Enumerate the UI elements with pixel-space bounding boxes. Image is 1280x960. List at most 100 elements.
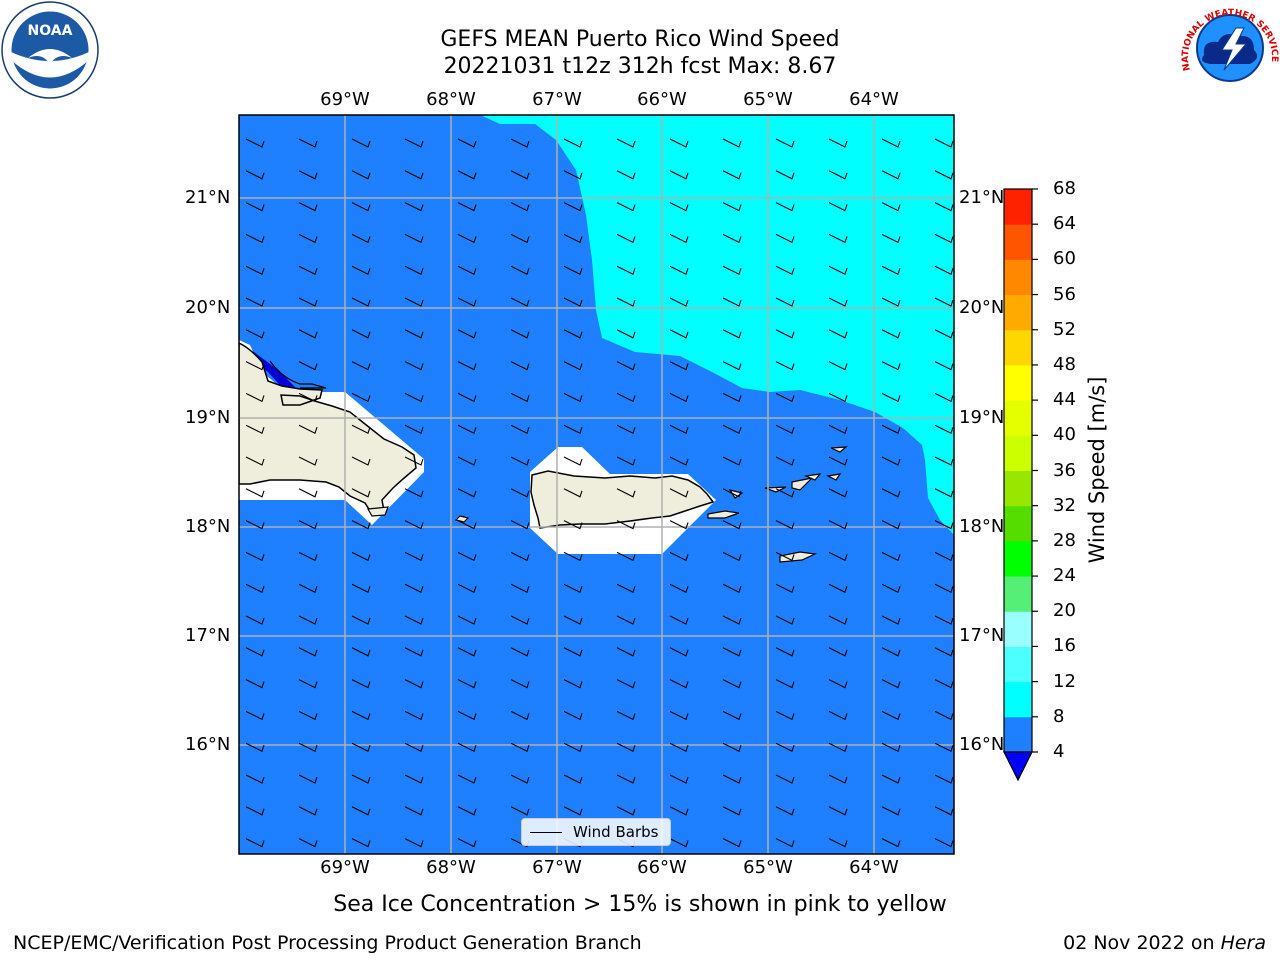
- colorbar: [1003, 188, 1038, 782]
- wind-barb: [298, 297, 318, 307]
- wind-barb: [510, 742, 530, 752]
- wind-barb: [298, 265, 318, 275]
- wind-barb: [245, 361, 265, 371]
- wind-barb: [775, 551, 795, 562]
- wind-barb: [404, 615, 424, 625]
- wind-barb: [404, 742, 424, 752]
- wind-barb: [298, 329, 318, 339]
- wind-barb: [722, 742, 742, 752]
- lon-label-bottom: 69°W: [320, 857, 370, 878]
- wind-barb: [669, 583, 689, 593]
- wind-barb: [616, 138, 636, 148]
- wind-barb: [457, 424, 477, 434]
- wind-barb: [404, 838, 424, 848]
- wind-barb: [351, 583, 371, 593]
- wind-barb: [881, 170, 901, 180]
- wind-barb: [245, 265, 265, 275]
- wind-barb: [404, 647, 424, 657]
- wind-barb: [510, 679, 530, 689]
- wind-barb: [934, 170, 954, 180]
- wind-barb: [510, 774, 530, 784]
- wind-barb: [722, 392, 742, 403]
- wind-barb: [669, 265, 689, 275]
- lat-label-left: 21°N: [185, 187, 231, 208]
- wind-barb: [828, 233, 848, 244]
- wind-barb: [722, 265, 742, 275]
- wind-barb: [669, 615, 689, 625]
- wind-barb: [669, 488, 689, 498]
- lat-label-left: 17°N: [185, 625, 231, 646]
- wind-barb: [934, 297, 954, 307]
- wind-barb: [563, 551, 583, 562]
- wind-barb: [351, 297, 371, 307]
- wind-barb: [351, 329, 371, 339]
- colorbar-segment: [1004, 470, 1032, 507]
- colorbar-segment: [1004, 681, 1032, 718]
- wind-barb: [298, 551, 318, 562]
- wind-barb: [934, 520, 954, 530]
- wind-barb: [245, 456, 265, 466]
- wind-barb: [722, 710, 742, 721]
- wind-barb: [404, 170, 424, 180]
- wind-barb: [245, 488, 265, 498]
- wind-barb: [669, 838, 689, 848]
- colorbar-title: Wind Speed [m/s]: [1085, 376, 1109, 564]
- hispaniola-land: [239, 342, 417, 515]
- wind-barb: [775, 265, 795, 275]
- colorbar-segment: [1004, 294, 1032, 331]
- wind-barb: [510, 647, 530, 657]
- wind-barb: [563, 679, 583, 689]
- wind-barb: [881, 265, 901, 275]
- wind-barb: [669, 520, 689, 530]
- wind-barb: [298, 456, 318, 466]
- wind-barb: [616, 170, 636, 180]
- wind-barb: [616, 774, 636, 784]
- wind-barb: [881, 647, 901, 657]
- wind-barb: [775, 361, 795, 371]
- wind-barb: [934, 679, 954, 689]
- wind-barb: [457, 679, 477, 689]
- wind-barb: [669, 647, 689, 657]
- wind-barb: [563, 170, 583, 180]
- wind-barb: [245, 170, 265, 180]
- wind-barb: [934, 138, 954, 148]
- lon-label-bottom: 65°W: [743, 857, 793, 878]
- wind-barb: [298, 202, 318, 212]
- wind-barb: [298, 710, 318, 721]
- wind-barb: [245, 647, 265, 657]
- wind-barb: [298, 679, 318, 689]
- wind-barb: [298, 361, 318, 371]
- wind-barb: [722, 520, 742, 530]
- colorbar-tick-label: 40: [1053, 424, 1076, 446]
- wind-barb: [616, 583, 636, 593]
- colorbar-tick-label: 68: [1053, 178, 1076, 199]
- wind-barb: [563, 488, 583, 498]
- wind-barb: [669, 392, 689, 403]
- wind-barb: [934, 424, 954, 434]
- lon-label-top: 64°W: [849, 89, 899, 110]
- wind-barb: [351, 456, 371, 466]
- lon-label-bottom: 64°W: [849, 857, 899, 878]
- wind-barb: [881, 806, 901, 816]
- wind-barb: [298, 392, 318, 403]
- chart-title: GEFS MEAN Puerto Rico Wind Speed: [440, 27, 840, 52]
- wind-barb: [563, 329, 583, 339]
- wind-barb: [934, 806, 954, 816]
- wind-barb: [669, 774, 689, 784]
- wind-barb: [934, 583, 954, 593]
- colorbar-tick-label: 64: [1053, 213, 1076, 235]
- wind-barb: [881, 551, 901, 562]
- wind-barb: [775, 138, 795, 148]
- wind-barb: [616, 551, 636, 562]
- wind-barb: [828, 583, 848, 593]
- wind-barb: [457, 233, 477, 244]
- wind-barb: [934, 710, 954, 721]
- wind-barb: [457, 551, 477, 562]
- wind-barb: [775, 233, 795, 244]
- wind-barb: [669, 806, 689, 816]
- wind-barb: [669, 456, 689, 466]
- wind-barb: [669, 138, 689, 148]
- wind-barb: [881, 679, 901, 689]
- wind-barb: [351, 806, 371, 816]
- wind-barb: [457, 583, 477, 593]
